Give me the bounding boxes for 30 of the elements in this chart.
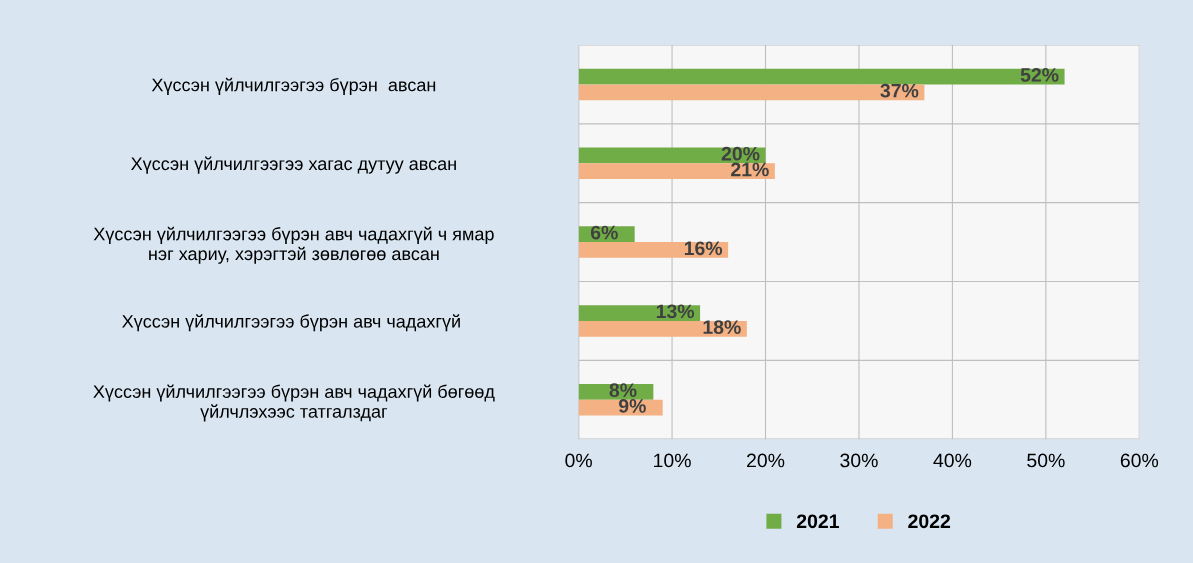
y-tick-label: Хүссэн үйлчилгээгээ бүрэн авсан [151,77,436,95]
x-tick-label: 20% [747,453,785,468]
data-label: 20% [721,146,760,161]
legend-label: 2022 [908,514,951,529]
bar [578,84,925,101]
y-tick-label: Хүссэн үйлчилгээгээ бүрэн авч чадахгүй ч ямар нэг хариу, хэрэгтэй зөвлөгөө авсан [93,226,494,264]
bar [578,320,747,337]
bar [578,242,729,258]
data-label: 52% [1020,68,1059,82]
data-label: 16% [684,241,723,256]
x-tick-label: 30% [840,453,878,468]
bar [578,68,1065,85]
data-label: 21% [731,162,769,177]
legend-label: 2021 [796,514,839,529]
bar [578,163,775,180]
data-label: 37% [880,83,919,98]
bar [578,305,701,321]
data-label: 6% [590,225,618,240]
x-tick-label: 50% [1027,453,1065,468]
y-tick-label: Хүссэн үйлчилгээгээ бүрэн авч чадахгүй бөгөөд үйлчлэхээс татгалздаг [93,384,495,422]
y-tick-label: Хүссэн үйлчилгээгээ бүрэн авч чадахгүй [122,314,460,332]
x-tick-label: 60% [1120,453,1159,468]
data-label: 8% [609,383,637,398]
y-tick-label: Хүссэн үйлчилгээгээ хагас дутуу авсан [131,156,456,174]
x-tick-label: 40% [933,453,972,468]
data-label: 9% [618,399,646,413]
x-tick-label: 10% [654,453,691,468]
data-label: 13% [656,304,695,319]
x-tick-label: 0% [565,453,592,468]
data-label: 18% [703,320,741,335]
